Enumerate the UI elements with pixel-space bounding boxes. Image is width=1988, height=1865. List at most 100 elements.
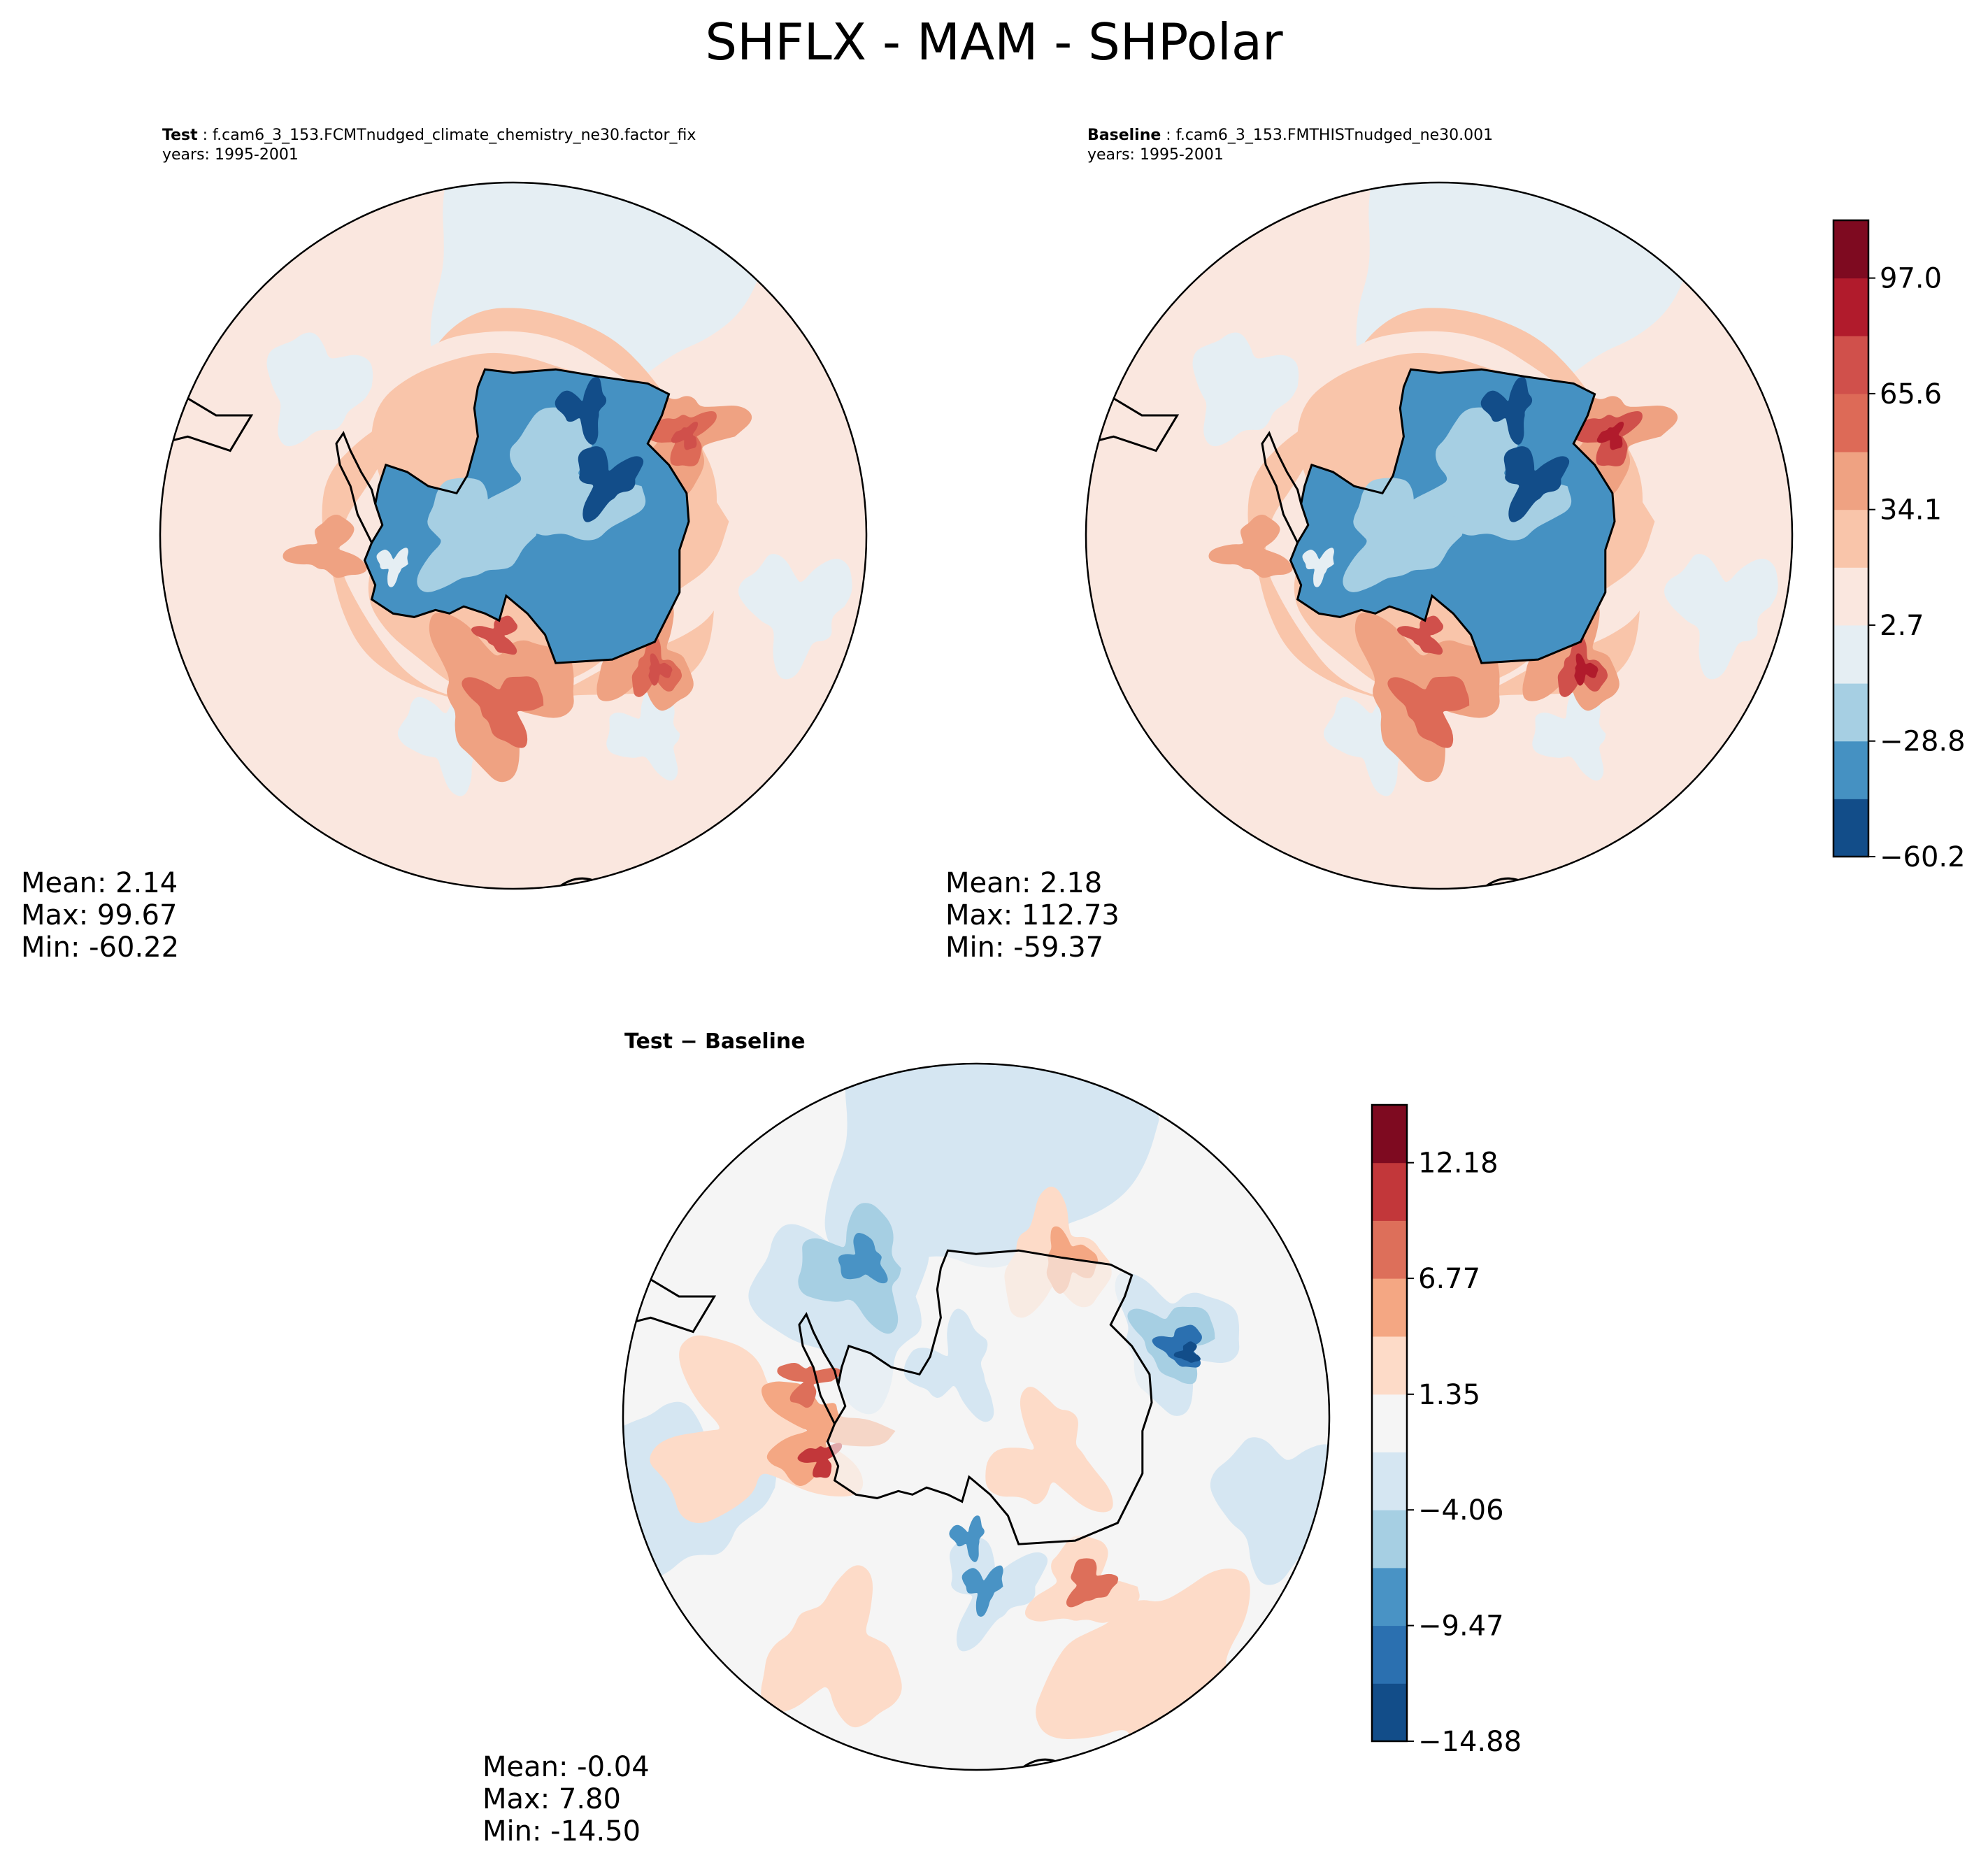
test-title-text: f.cam6_3_153.FCMTnudged_climate_chemistr… (213, 127, 696, 144)
shared-cbar-band-9 (1833, 278, 1868, 336)
shared-cbar-band-5 (1833, 509, 1868, 568)
diff-min: Min: -14.50 (482, 1815, 641, 1848)
base-hot-w (1208, 515, 1293, 578)
diff-max: Max: 7.80 (482, 1783, 621, 1815)
test-max: Max: 99.67 (21, 899, 178, 931)
diff-blob-ant1 (903, 1308, 994, 1422)
diff-blob-neg-s (950, 1537, 1048, 1652)
base-ice-low-1 (1503, 446, 1570, 522)
shared-cbar-tick-label-3: 34.1 (1880, 494, 1942, 527)
diff-blob-neg-c (949, 1515, 985, 1562)
test-polar-map (159, 181, 868, 890)
map-diff-boundary (622, 1062, 1331, 1771)
test-min: Min: -60.22 (21, 931, 180, 964)
test-blob-east (738, 554, 852, 680)
shared-cbar-band-4 (1833, 567, 1868, 626)
base-blob-east (1664, 554, 1778, 680)
diff-colorbar: −14.88 −9.47 −4.06 1.35 6.77 12.18 (1371, 1103, 1522, 1758)
shared-cbar-band-0 (1833, 799, 1868, 857)
diff-cbar-band-2 (1372, 1567, 1407, 1627)
map-test-antarctica-coast (363, 368, 690, 664)
shared-cbar-band-10 (1833, 220, 1868, 279)
base-hot-se-3 (1574, 653, 1599, 686)
test-ice-low-2 (555, 376, 607, 445)
shared-cbar-band-3 (1833, 624, 1868, 684)
diff-cbar-band-9 (1372, 1162, 1407, 1221)
diff-cbar-tick-label-2: −4.06 (1418, 1494, 1504, 1527)
baseline-polar-map (1085, 181, 1794, 890)
figure-title: SHFLX - MAM - SHPolar (705, 13, 1283, 71)
test-stats: Mean: 2.14 Max: 99.67 Min: -60.22 (21, 867, 179, 964)
diff-panel-title: Test − Baseline (624, 1029, 806, 1054)
diff-cbar-band-3 (1372, 1510, 1407, 1569)
baseline-mean: Mean: 2.18 (945, 867, 1103, 899)
diff-blob-pos-west2 (761, 1381, 896, 1486)
map-base-boundary (1085, 181, 1794, 890)
shared-cbar-tick-label-5: 97.0 (1880, 263, 1942, 295)
base-ice-ridge-2 (1343, 478, 1464, 592)
test-ice-low-1 (578, 446, 644, 522)
diff-polar-map (622, 1062, 1331, 1771)
diff-cbar-band-7 (1372, 1278, 1407, 1337)
map-base-antarctica-coast (1289, 368, 1616, 664)
diff-cbar-band-4 (1372, 1452, 1407, 1510)
map-test-boundary (159, 181, 868, 890)
diff-blob-neg-s2 (961, 1565, 1003, 1617)
shared-cbar-frame (1832, 219, 1870, 858)
map-diff-antarctica-coast (826, 1249, 1153, 1545)
test-hot-s-2 (462, 676, 544, 748)
baseline-years: years: 1995-2001 (1087, 146, 1224, 164)
base-hot-s-2 (1387, 676, 1470, 748)
baseline-min: Min: -59.37 (945, 931, 1104, 964)
diff-blob-neg-ne4 (1173, 1341, 1201, 1363)
test-blob-nw (266, 332, 373, 447)
diff-stats: Mean: -0.04 Max: 7.80 Min: -14.50 (482, 1751, 650, 1848)
shared-cbar-tick-label-4: 65.6 (1880, 378, 1942, 410)
diff-cbar-tick-label-4: 6.77 (1418, 1263, 1480, 1295)
shared-cbar-band-1 (1833, 741, 1868, 799)
baseline-stats: Mean: 2.18 Max: 112.73 Min: -59.37 (945, 867, 1120, 964)
diff-mean: Mean: -0.04 (482, 1751, 650, 1783)
diff-cbar-band-6 (1372, 1336, 1407, 1395)
test-mean: Mean: 2.14 (21, 867, 178, 899)
shared-cbar-band-2 (1833, 683, 1868, 742)
shared-cbar-band-6 (1833, 452, 1868, 510)
test-title-label: Test (162, 127, 198, 144)
diff-cbar-tick-label-1: −9.47 (1418, 1610, 1504, 1643)
diff-cbar-frame (1371, 1103, 1408, 1743)
shared-cbar-tick-label-1: −28.8 (1880, 726, 1966, 758)
base-blob-nw (1192, 332, 1299, 447)
diff-cbar-tick-label-5: 12.18 (1418, 1148, 1499, 1180)
diff-blob-ant2 (985, 1387, 1113, 1513)
shared-cbar-tick-label-2: 2.7 (1880, 610, 1924, 642)
base-ice-low-2 (1480, 376, 1533, 445)
baseline-max: Max: 112.73 (945, 899, 1120, 931)
diff-cbar-band-0 (1372, 1683, 1407, 1742)
diff-blob-north (824, 1063, 1159, 1268)
baseline-title-label: Baseline (1087, 127, 1161, 144)
test-ice-ridge-2 (417, 478, 538, 592)
diff-blob-pos-se2 (1066, 1558, 1119, 1608)
diff-cbar-band-5 (1372, 1394, 1407, 1453)
diff-blob-pos-sw (761, 1565, 902, 1728)
shared-cbar-tick-label-0: −60.2 (1880, 841, 1966, 873)
test-hot-w (283, 515, 367, 578)
test-ice-edge (376, 548, 408, 587)
test-panel-title: Test : f.cam6_3_153.FCMTnudged_climate_c… (162, 127, 696, 164)
map-diff-peninsula-coast (798, 1312, 840, 1424)
diff-cbar-tick-label-0: −14.88 (1418, 1726, 1522, 1758)
diff-cbar-band-1 (1372, 1625, 1407, 1684)
test-hot-east-3 (671, 422, 699, 450)
base-hot-c (1396, 615, 1444, 655)
shared-cbar-band-8 (1833, 336, 1868, 394)
map-base-peninsula-coast (1261, 431, 1303, 543)
base-hot-east-3 (1596, 422, 1624, 450)
baseline-panel-title: Baseline : f.cam6_3_153.FMTHISTnudged_ne… (1087, 127, 1494, 164)
diff-cbar-tick-label-3: 1.35 (1418, 1379, 1480, 1411)
baseline-title-text: f.cam6_3_153.FMTHISTnudged_ne30.001 (1175, 127, 1494, 144)
map-test-peninsula-coast (335, 431, 377, 543)
test-hot-c (471, 615, 518, 655)
shared-cbar-band-7 (1833, 393, 1868, 452)
diff-cbar-band-10 (1372, 1105, 1407, 1164)
test-hot-se-3 (648, 653, 673, 686)
